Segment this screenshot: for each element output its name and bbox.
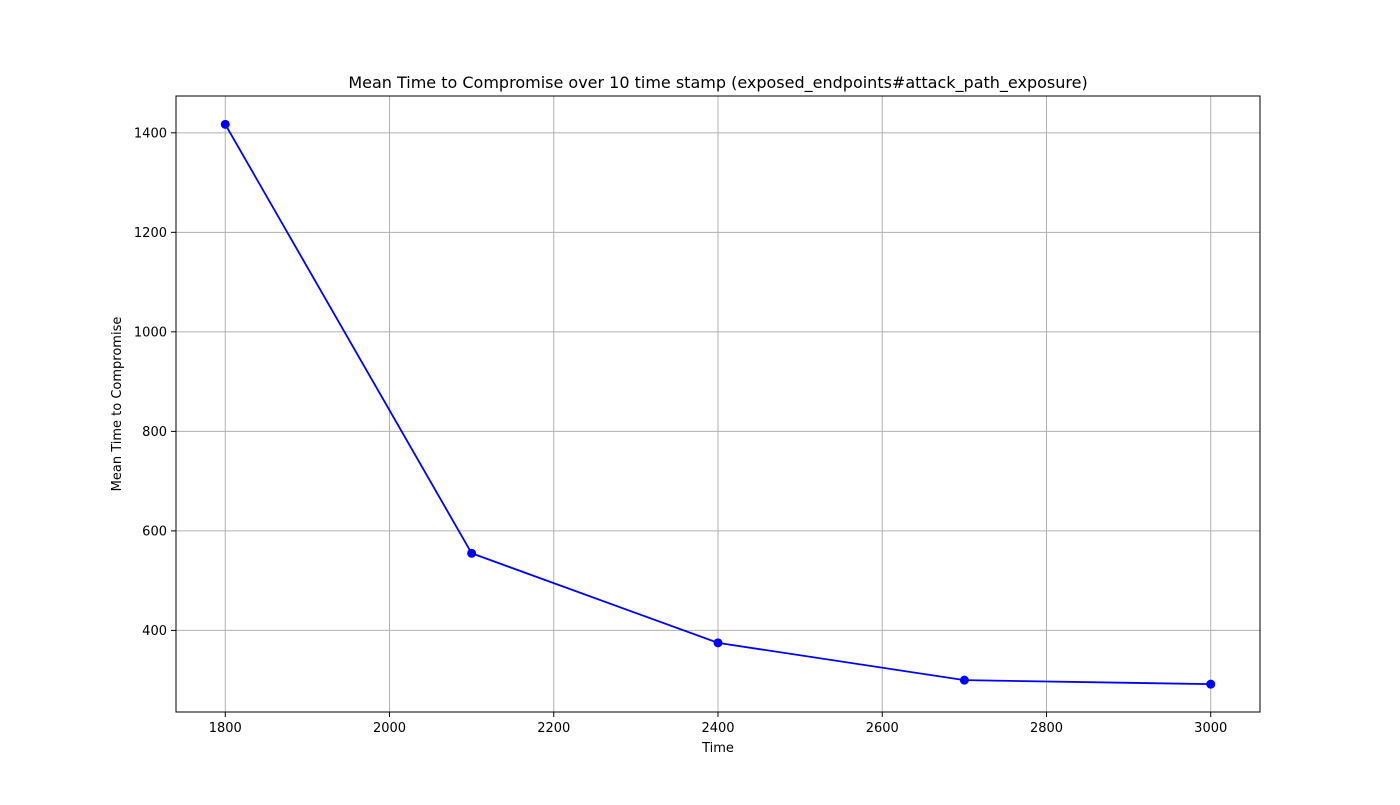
x-tick-label: 2400: [701, 721, 734, 736]
y-tick-label: 400: [142, 624, 167, 639]
x-tick-label: 2000: [373, 721, 406, 736]
grid-lines: [176, 96, 1260, 712]
x-tick-label: 1800: [209, 721, 242, 736]
y-tick-label: 800: [142, 425, 167, 440]
x-axis-label: Time: [701, 741, 734, 756]
data-point: [467, 548, 477, 558]
x-tick-label: 2200: [537, 721, 570, 736]
y-tick-label: 1400: [134, 126, 167, 141]
x-tick-label: 3000: [1194, 721, 1227, 736]
axis-ticks: 1800 2000 2200 2400 2600 2800 3000 400 600 800 100…: [134, 126, 1227, 736]
data-point: [220, 119, 230, 129]
y-axis-label: Mean Time to Compromise: [110, 317, 125, 492]
x-tick-label: 2600: [866, 721, 899, 736]
data-point: [959, 675, 969, 685]
data-point: [713, 638, 723, 648]
y-tick-label: 1000: [134, 325, 167, 340]
series-layer: [220, 119, 1216, 689]
x-tick-label: 2800: [1030, 721, 1063, 736]
chart-title: Mean Time to Compromise over 10 time sta…: [348, 73, 1087, 93]
y-tick-label: 600: [142, 524, 167, 539]
data-point: [1206, 679, 1216, 689]
y-tick-label: 1200: [134, 226, 167, 241]
